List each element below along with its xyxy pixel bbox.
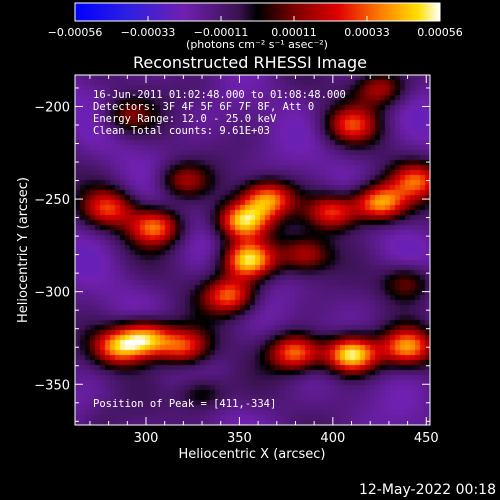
y-tick-label: −350 [34,378,70,393]
peak-position-label: Position of Peak = [411,-334] [93,398,276,410]
x-tick-label: 450 [414,431,439,446]
annotation-line: 16-Jun-2011 01:02:48.000 to 01:08:48.000 [93,89,346,101]
image-area [75,75,430,425]
colorbar-tick-label: 0.00056 [417,26,463,39]
y-axis-label: Heliocentric Y (arcsec) [16,177,31,323]
colorbar-ticks: −0.00056 −0.00033 −0.00011 0.00011 0.00033 0.… [48,16,463,39]
colorbar-tick-label: −0.00011 [194,26,249,39]
annotation-line: Energy Range: 12.0 - 25.0 keV [93,113,277,125]
chart-title: Reconstructed RHESSI Image [133,53,367,72]
footer-timestamp: 12-May-2022 00:18 [359,482,496,498]
colorbar-units: (photons cm⁻² s⁻¹ asec⁻²) [186,38,328,51]
x-axis-label: Heliocentric X (arcsec) [179,447,326,462]
y-tick-label: −200 [34,100,70,115]
colorbar-tick-label: 0.00033 [344,26,390,39]
colorbar-tick-label: 0.00011 [271,26,317,39]
plot-frame [74,74,431,426]
colorbar [74,2,441,22]
y-axis-ticks: −200 −250 −300 −350 [34,87,430,422]
colorbar-tick-label: −0.00033 [121,26,176,39]
x-tick-label: 400 [320,431,345,446]
annotations: 16-Jun-2011 01:02:48.000 to 01:08:48.000… [93,89,346,137]
annotation-line: Clean Total counts: 9.61E+03 [93,125,270,137]
x-axis-ticks: 300 350 400 450 [89,75,439,446]
y-tick-label: −300 [34,286,70,301]
y-tick-label: −250 [34,193,70,208]
annotation-line: Detectors: 3F 4F 5F 6F 7F 8F, Att 0 [93,101,314,113]
x-tick-label: 300 [134,431,159,446]
colorbar-tick-label: −0.00056 [48,26,103,39]
x-tick-label: 350 [227,431,252,446]
